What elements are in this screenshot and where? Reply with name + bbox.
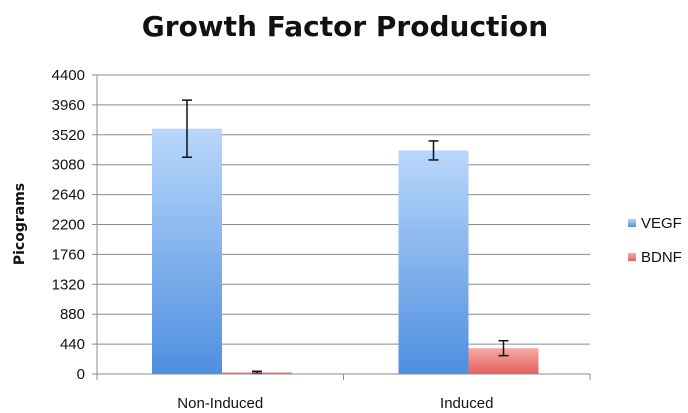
y-tick-label: 440 [60,336,85,353]
x-axis-ticks: Non-Induced Induced [96,374,591,412]
y-tick-label: 3520 [52,127,85,144]
y-tick-label: 880 [60,306,85,323]
y-tick-label: 1320 [52,276,85,293]
y-axis-ticks: 0 440 880 1320 1760 2200 2640 3080 3520 3960 4400 [52,67,97,383]
legend-label: BDNF [641,249,682,266]
legend-label: VEGF [641,215,682,232]
chart-title: Growth Factor Production [142,10,548,43]
x-tick-label: Non-Induced [177,395,263,412]
y-tick-label: 2640 [52,187,85,204]
y-tick-label: 3080 [52,157,85,174]
bar-vegf-non-induced [152,128,222,374]
y-tick-label: 0 [77,366,85,383]
bar-vegf-induced [398,150,469,374]
y-axis-label: Picograms [12,183,28,265]
y-tick-label: 1760 [52,246,85,263]
legend-item-vegf: VEGF [628,215,682,232]
x-tick-label: Induced [440,395,493,412]
legend: VEGF BDNF [628,215,682,266]
error-bars [182,99,509,375]
y-tick-label: 4400 [52,67,85,84]
legend-swatch [628,219,636,227]
y-tick-label: 2200 [52,217,85,234]
legend-item-bdnf: BDNF [628,249,682,266]
y-tick-label: 3960 [52,97,85,114]
bars [152,128,539,374]
legend-swatch [628,253,636,261]
